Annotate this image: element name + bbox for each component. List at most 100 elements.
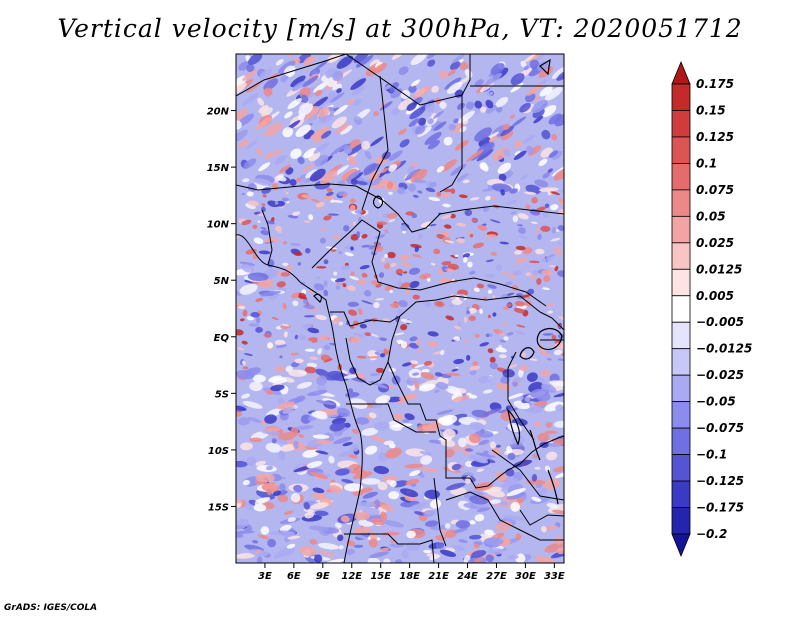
field-cell (305, 169, 318, 179)
field-cell (432, 110, 444, 119)
field-cell (299, 101, 310, 109)
field-cell (336, 407, 351, 417)
field-cell (468, 307, 477, 314)
field-cell (368, 412, 377, 419)
field-cell (313, 80, 330, 93)
field-cell (378, 272, 385, 278)
field-cell (535, 227, 540, 234)
field-cell (315, 276, 321, 280)
lat-label: 10N (207, 220, 230, 231)
field-cell (538, 187, 559, 192)
field-cell (271, 436, 288, 445)
field-cell (332, 200, 344, 203)
field-cell (474, 514, 485, 522)
field-cell (502, 123, 510, 131)
field-cell (552, 509, 564, 515)
field-cell (504, 476, 520, 485)
field-cell (300, 94, 309, 103)
field-cell (466, 354, 471, 361)
field-cell (517, 213, 529, 220)
field-cell (287, 215, 299, 219)
latitude-axis: 20N 15N 10N 5N EQ 5S 10S 15S (207, 107, 236, 513)
field-cell (512, 215, 519, 223)
field-cell (554, 471, 564, 479)
field-cell (503, 148, 511, 158)
field-cell (489, 356, 496, 363)
field-cell (378, 547, 390, 553)
field-cell (452, 445, 461, 452)
field-cell (314, 59, 330, 71)
field-cell (295, 124, 311, 137)
field-cell (323, 259, 329, 265)
field-cell (252, 224, 258, 229)
field-cell (541, 105, 557, 118)
field-cell (465, 460, 474, 468)
field-cell (407, 183, 417, 192)
field-cell (411, 483, 417, 487)
field-cell (351, 86, 365, 96)
field-cell (335, 285, 341, 290)
colorbar-swatch (671, 215, 691, 244)
field-cell (532, 405, 543, 413)
field-cell (390, 302, 400, 309)
field-cell (242, 479, 251, 486)
field-cell (484, 537, 504, 546)
colorbar-label: 0.025 (696, 236, 734, 250)
colorbar-label: −0.025 (696, 368, 744, 382)
field-cell (319, 335, 330, 341)
field-cell (385, 447, 402, 459)
field-cell (535, 54, 545, 61)
grads-credit: GrADS: IGES/COLA (4, 603, 98, 613)
lat-label: 5S (215, 389, 229, 400)
field-cell (521, 352, 527, 358)
field-cell (457, 173, 469, 182)
field-cell (427, 59, 436, 67)
field-cell (325, 191, 334, 197)
field-cell (341, 168, 358, 182)
colorbar-label: 0.0125 (696, 262, 742, 276)
field-cell (242, 360, 246, 366)
field-cell (440, 192, 451, 198)
field-cell (409, 336, 418, 342)
field-cell (341, 479, 354, 484)
field-cell (374, 351, 380, 355)
field-cell (500, 411, 514, 422)
field-cell (487, 289, 493, 294)
field-cell (410, 79, 421, 87)
field-cell (376, 221, 388, 225)
field-cell (380, 511, 388, 521)
field-cell (555, 404, 564, 412)
field-cell (375, 298, 385, 301)
field-cell (303, 147, 317, 159)
field-cell (359, 264, 370, 270)
field-cell (394, 332, 405, 336)
field-cell (466, 149, 484, 162)
field-cell (397, 300, 408, 308)
field-cell (370, 372, 381, 377)
field-cell (317, 96, 335, 109)
field-cell (251, 539, 259, 544)
field-cell (471, 218, 478, 223)
field-cell (547, 310, 553, 314)
lat-label: 15S (208, 502, 229, 513)
field-cell (282, 262, 289, 267)
field-cell (532, 269, 540, 276)
field-cell (236, 552, 256, 559)
field-cell (294, 395, 306, 403)
field-cell (279, 483, 286, 492)
colorbar-label: −0.005 (696, 315, 744, 329)
field-cell (528, 260, 540, 264)
field-cell (295, 177, 302, 183)
field-cell (275, 344, 288, 349)
field-cell (277, 60, 296, 74)
field-cell (260, 290, 282, 297)
field-cell (399, 261, 412, 267)
field-cell (430, 262, 436, 266)
field-cell (242, 366, 249, 370)
field-cell (263, 333, 272, 338)
field-cell (356, 231, 361, 238)
field-cell (236, 533, 244, 538)
field-cell (503, 515, 525, 521)
field-cell (400, 282, 411, 289)
field-cell (331, 116, 347, 129)
